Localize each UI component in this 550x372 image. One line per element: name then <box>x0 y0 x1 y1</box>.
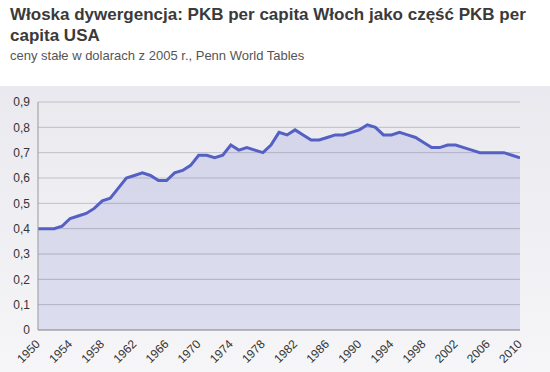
svg-text:1982: 1982 <box>271 337 300 366</box>
svg-text:0,4: 0,4 <box>13 222 30 236</box>
svg-text:1990: 1990 <box>336 337 365 366</box>
svg-text:2002: 2002 <box>432 337 461 366</box>
svg-text:1950: 1950 <box>14 337 43 366</box>
svg-text:1958: 1958 <box>78 337 107 366</box>
svg-text:0,2: 0,2 <box>13 273 30 287</box>
svg-text:0: 0 <box>23 323 30 337</box>
svg-text:1970: 1970 <box>175 337 204 366</box>
svg-text:1954: 1954 <box>46 337 75 366</box>
svg-text:0,7: 0,7 <box>13 146 30 160</box>
svg-text:2006: 2006 <box>464 337 493 366</box>
html-text:ceny stałe w dolarach z 2005 r: ceny stałe w dolarach z 2005 r., Penn Wo… <box>10 48 305 63</box>
svg-text:0,9: 0,9 <box>13 95 30 109</box>
svg-text:0,1: 0,1 <box>13 298 30 312</box>
svg-text:1966: 1966 <box>143 337 172 366</box>
svg-text:0,5: 0,5 <box>13 197 30 211</box>
svg-text:1962: 1962 <box>111 337 140 366</box>
svg-text:0,8: 0,8 <box>13 121 30 135</box>
svg-text:1978: 1978 <box>239 337 268 366</box>
svg-text:1986: 1986 <box>303 337 332 366</box>
svg-text:1994: 1994 <box>368 337 397 366</box>
svg-text:0,3: 0,3 <box>13 247 30 261</box>
svg-text:2010: 2010 <box>496 337 525 366</box>
svg-text:0,6: 0,6 <box>13 171 30 185</box>
svg-text:1974: 1974 <box>207 337 236 366</box>
svg-text:1998: 1998 <box>400 337 429 366</box>
html-text:Włoska dywergencja: PKB per ca: Włoska dywergencja: PKB per capita Włoch… <box>10 5 526 45</box>
